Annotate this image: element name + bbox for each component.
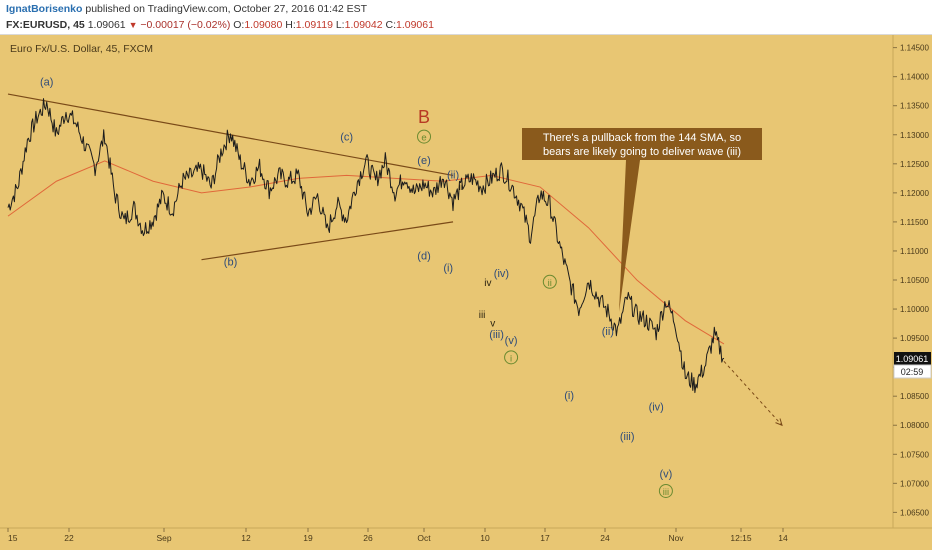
publish-line: IgnatBorisenko published on TradingView.… [6,3,367,15]
wave-label: (ii) [602,326,614,338]
price-tag-value: 1.09061 [896,354,929,364]
wave-circle [658,483,673,498]
projection [723,360,783,427]
x-tick-label: Oct [417,533,431,543]
x-tick-label: Nov [668,533,684,543]
countdown-value: 02:59 [901,367,924,377]
y-tick-label: 1.12000 [900,189,929,198]
high-label: H: [285,19,296,31]
wave-label: (iv) [649,402,664,414]
close-label: C: [385,19,397,31]
symbol-label: FX:EURUSD, 45 [6,19,85,31]
x-tick-label: 15 [8,533,18,543]
low-label: L: [335,19,345,31]
last-price: 1.09061 [87,19,126,31]
high-value: 1.09119 [295,19,333,31]
wave-label: (iii) [489,329,504,341]
wave-label: (a) [40,76,53,88]
low-value: 1.09042 [344,19,383,31]
y-tick-label: 1.14500 [900,44,929,53]
wave-circle [542,274,557,289]
x-tick-label: 22 [64,533,74,543]
chart-title: Euro Fx/U.S. Dollar, 45, FXCM [10,43,153,55]
x-tick-label: 24 [600,533,610,543]
wave-label: (ii) [447,169,459,181]
publish-header: IgnatBorisenko published on TradingView.… [0,0,932,35]
wave-label: iv [484,278,491,289]
y-tick-label: 1.07500 [900,450,929,459]
down-triangle-icon: ▼ [128,20,138,30]
y-tick-label: 1.14000 [900,73,929,82]
y-tick-label: 1.12500 [900,160,929,169]
x-tick-label: 12:15 [730,533,752,543]
y-tick-label: 1.09500 [900,334,929,343]
wave-circle [504,350,519,365]
y-tick-label: 1.11000 [900,247,929,256]
wave-label: ii [548,278,552,289]
x-tick-label: Sep [156,533,171,543]
price-line [7,98,725,394]
y-tick-label: 1.07000 [900,479,929,488]
wave-circle [417,129,432,144]
trendline [201,221,454,261]
wave-label: (iv) [494,268,509,280]
x-tick-label: 12 [241,533,251,543]
x-tick-label: 17 [540,533,550,543]
annotation-callout: There's a pullback from the 144 SMA, so … [522,128,762,312]
close-value: 1.09061 [396,19,434,31]
price-series [7,98,725,394]
wave-label: (v) [659,469,672,481]
y-tick-label: 1.08500 [900,392,929,401]
projection-line [723,360,783,426]
price-change: −0.00017 (−0.02%) [140,19,231,31]
wave-label: (v) [505,335,518,347]
open-value: 1.09080 [244,19,283,31]
wave-label: e [421,133,426,144]
wave-label: i [510,353,512,364]
countdown-box [893,364,932,379]
y-tick-label: 1.13500 [900,102,929,111]
wave-label: iii [663,487,669,498]
price-tag-box [894,352,931,365]
current-price-tag: 1.09061 02:59 [893,352,932,379]
wave-label: (e) [417,155,430,167]
callout-line-2: bears are likely going to deliver wave (… [543,146,741,158]
y-tick-label: 1.10500 [900,276,929,285]
x-tick-label: 10 [480,533,490,543]
wave-label: ii [459,182,463,193]
x-axis: 15 22 Sep 12 19 26 Oct 10 17 24 Nov 12:15 14 [7,528,788,543]
wave-label: (b) [224,256,237,268]
wave-label: (i) [564,390,574,402]
wave-label: v [490,318,495,329]
wave-label: (iii) [620,431,635,443]
wave-labels: (a)(b)(c)(d)(e)Be(ii)ii(i) (iv)iviiiv(iii… [40,76,673,498]
open-label: O: [233,19,245,31]
wave-label: iii [479,310,486,321]
published-text: published on TradingView.com, October 27… [85,3,368,15]
y-tick-label: 1.08000 [900,421,929,430]
quote-line: FX:EURUSD, 45 1.09061 ▼ −0.00017 (−0.02%… [6,19,434,31]
wave-label: (c) [340,132,353,144]
wave-label: (i) [443,262,453,274]
x-tick-label: 26 [363,533,373,543]
callout-line-1: There's a pullback from the 144 SMA, so [543,132,741,144]
y-tick-label: 1.10000 [900,305,929,314]
projection-arrowhead [775,418,783,427]
wave-label: B [418,107,430,127]
x-tick-label: 14 [778,533,788,543]
x-tick-label: 19 [303,533,313,543]
y-tick-label: 1.11500 [900,218,929,227]
callout-bubble [522,128,762,312]
y-tick-label: 1.13000 [900,131,929,140]
y-tick-label: 1.06500 [900,508,929,517]
wave-label: (d) [417,251,430,263]
author-link[interactable]: IgnatBorisenko [6,3,83,15]
plot-background [0,35,932,550]
